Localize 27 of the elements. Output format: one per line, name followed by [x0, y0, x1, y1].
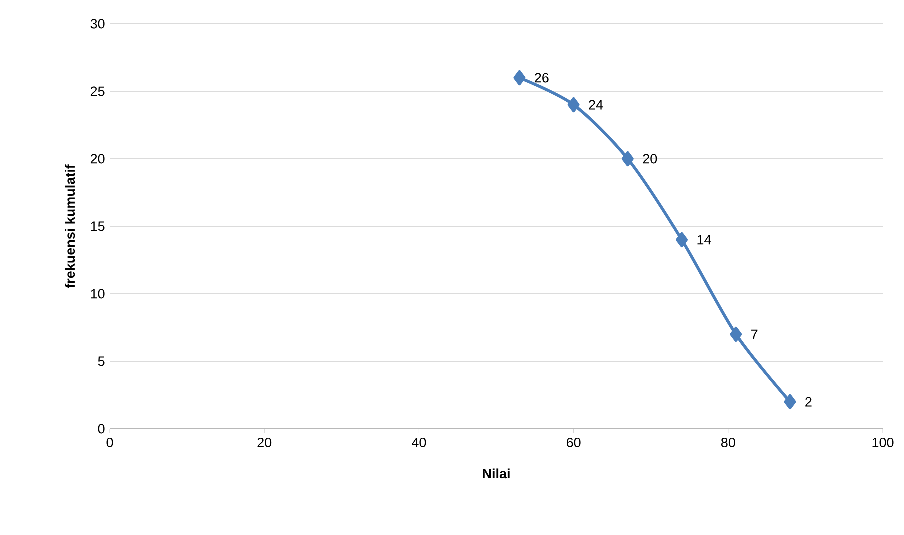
y-tick-label: 25 — [90, 86, 105, 96]
x-tick-label: 60 — [566, 438, 581, 448]
data-label: 14 — [698, 235, 712, 245]
data-label: 7 — [752, 330, 758, 340]
x-tick-label: 40 — [412, 438, 426, 448]
data-label: 20 — [643, 154, 658, 164]
point — [568, 97, 580, 112]
y-tick-label: 15 — [91, 222, 105, 232]
point — [514, 70, 526, 86]
x-tick-label: 100 — [872, 438, 894, 448]
y-tick-label: 0 — [98, 424, 105, 434]
y-tick-label: 30 — [90, 19, 105, 29]
x-tick-label: 80 — [721, 438, 736, 448]
data-label: 2 — [806, 397, 812, 407]
y-tick-label: 5 — [98, 356, 105, 366]
y-axis-title: frekuensi kumulatif — [65, 164, 76, 288]
data-label: 24 — [589, 100, 604, 110]
y-tick-label: 20 — [90, 154, 105, 164]
point — [730, 327, 742, 342]
y-tick-label: 10 — [91, 289, 105, 299]
point — [784, 394, 796, 410]
x-tick-label: 20 — [258, 438, 272, 448]
data-label: 26 — [535, 73, 549, 83]
x-axis-title: Nilai — [483, 468, 510, 479]
point — [676, 232, 688, 248]
x-tick-label: 0 — [106, 438, 114, 448]
point — [622, 151, 634, 166]
